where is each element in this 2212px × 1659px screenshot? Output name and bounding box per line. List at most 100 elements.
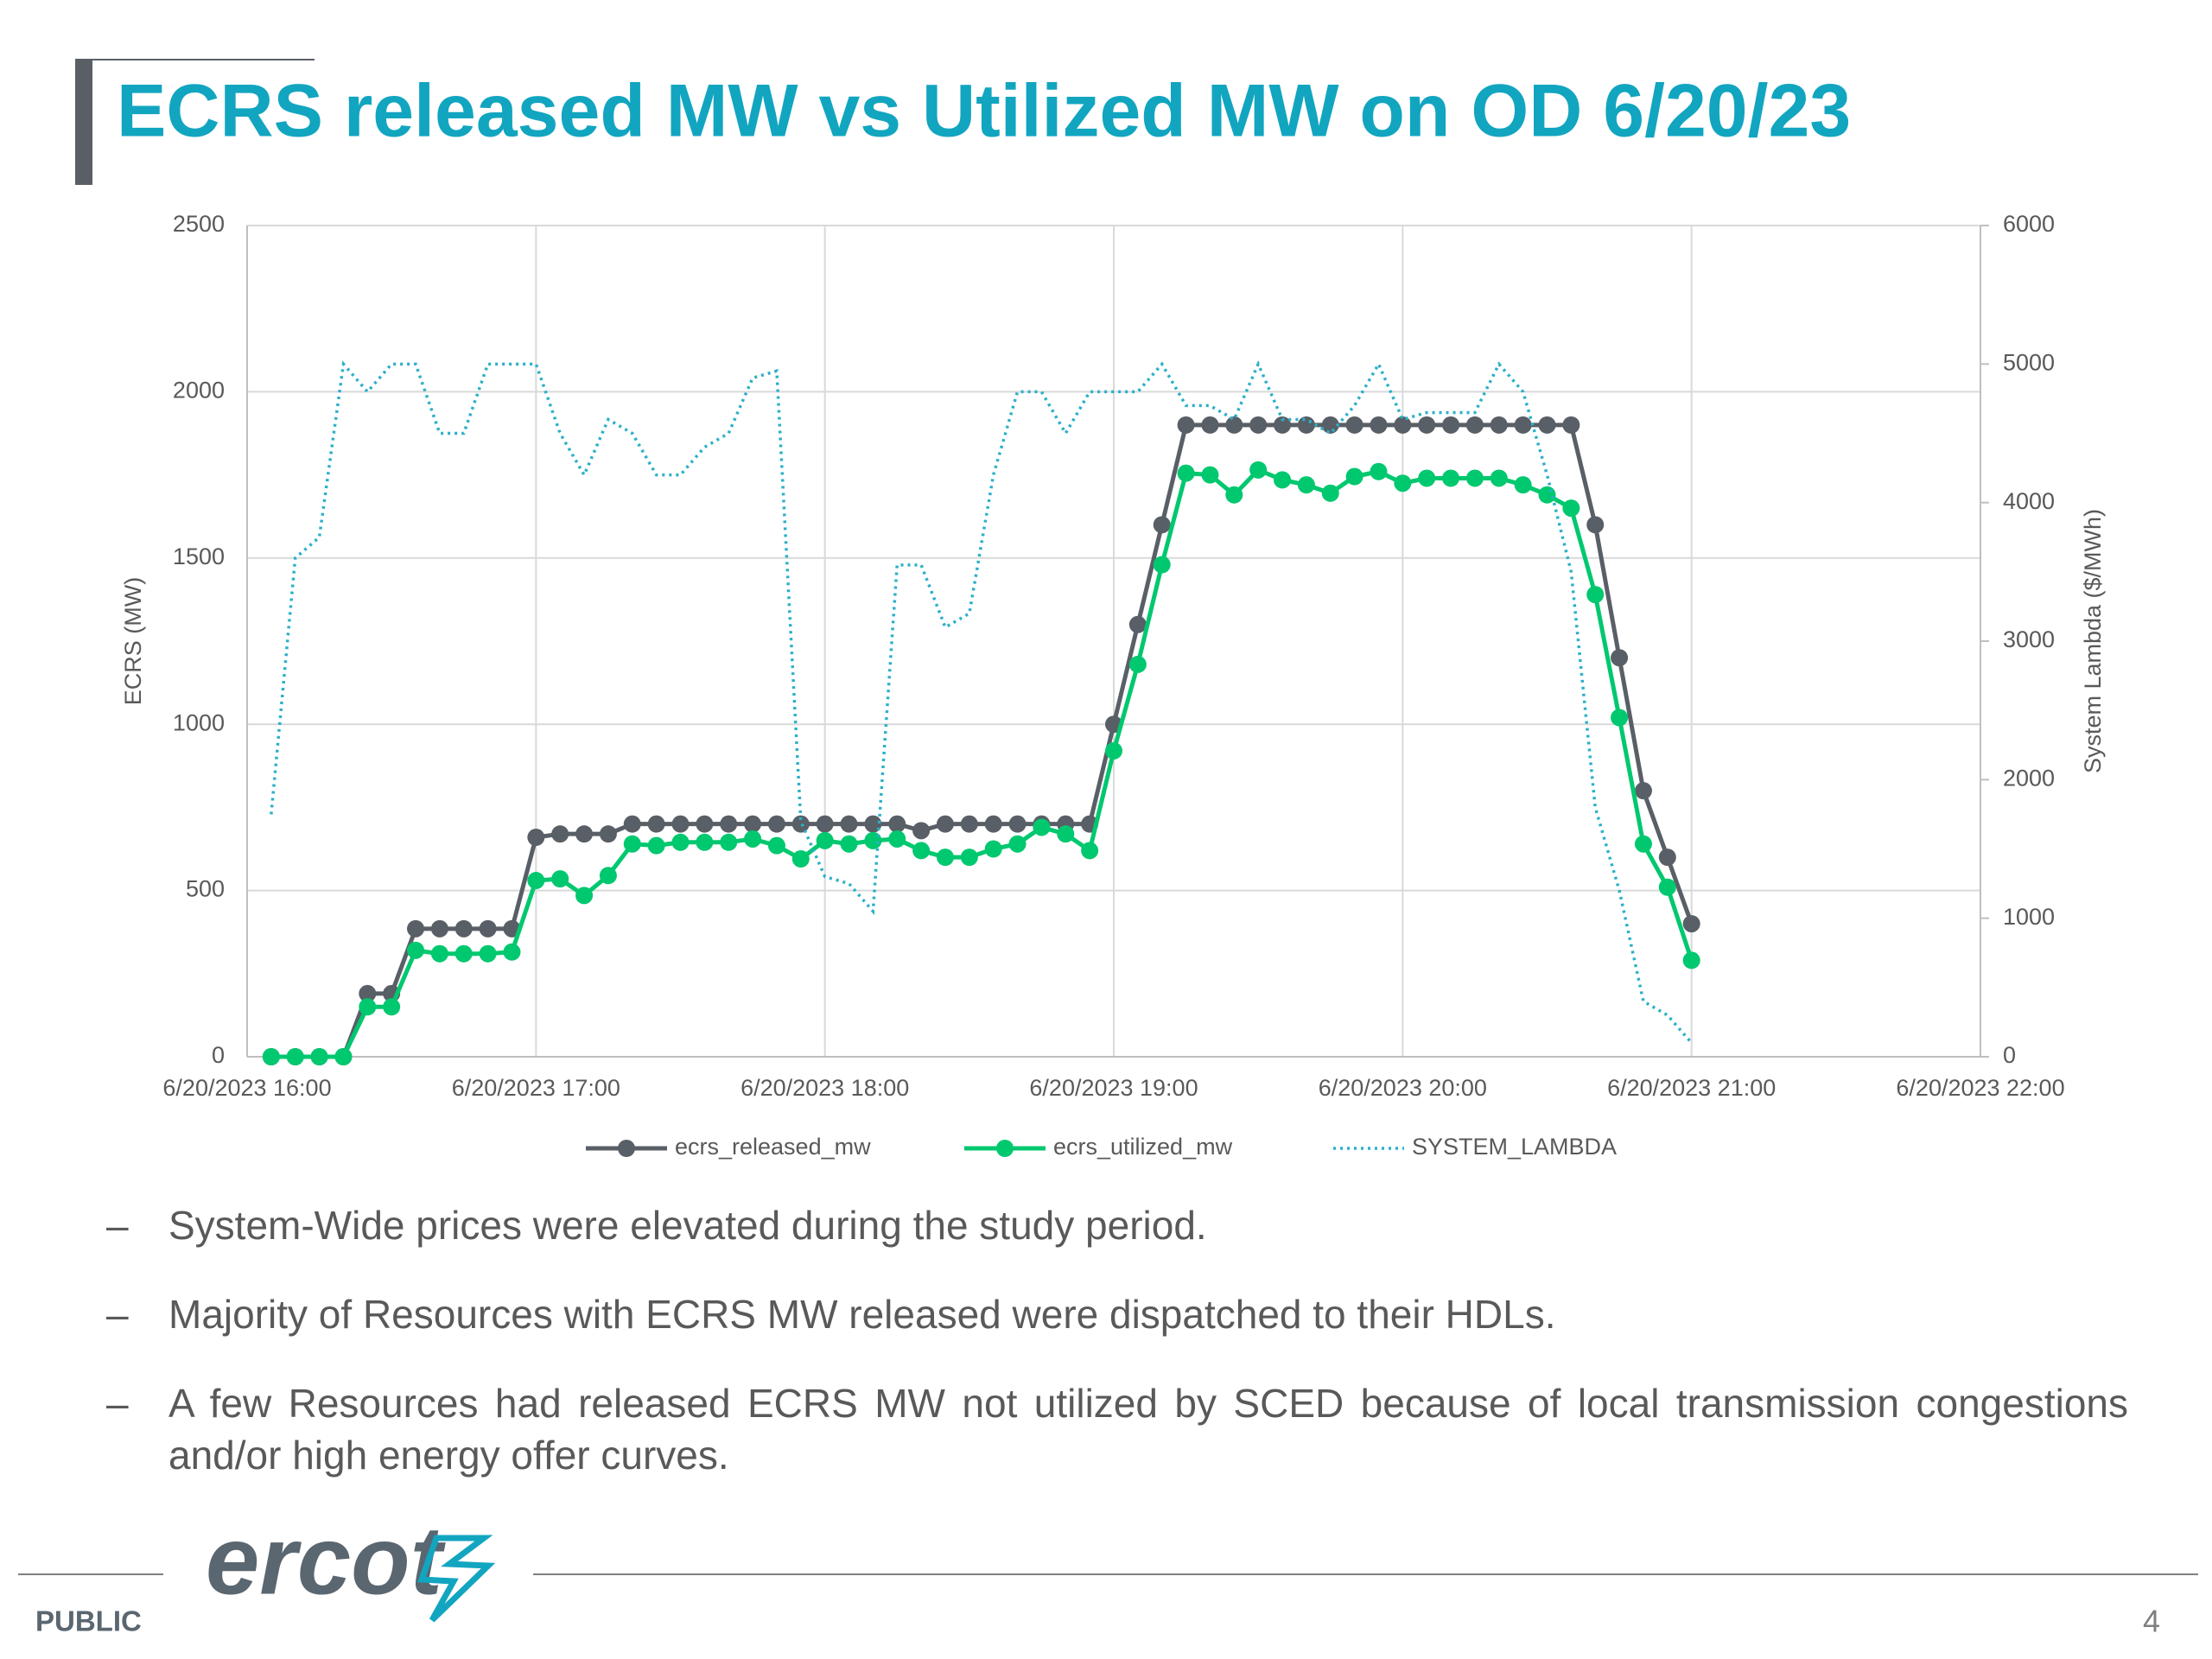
y-tick-label: 2500: [173, 211, 225, 237]
point: [623, 815, 641, 833]
point: [984, 815, 1002, 833]
point: [1658, 849, 1676, 867]
point: [1081, 842, 1099, 860]
point: [407, 941, 425, 959]
x-tick-label: 6/20/2023 20:00: [1319, 1075, 1487, 1101]
point: [816, 815, 834, 833]
point: [1249, 461, 1268, 479]
slide-title: ECRS released MW vs Utilized MW on OD 6/…: [117, 70, 1851, 153]
point: [1128, 655, 1147, 673]
point: [647, 836, 665, 855]
point: [1274, 471, 1292, 489]
point: [984, 840, 1002, 858]
point: [936, 849, 954, 867]
point: [1370, 416, 1388, 434]
point: [1465, 469, 1484, 487]
x-tick-label: 6/20/2023 21:00: [1607, 1075, 1776, 1101]
x-tick-label: 6/20/2023 22:00: [1896, 1075, 2064, 1101]
point: [262, 1048, 280, 1065]
point: [1201, 466, 1219, 484]
y-tick-label: 1000: [173, 709, 225, 735]
point: [744, 830, 762, 848]
point: [696, 815, 714, 833]
point: [430, 944, 448, 963]
point: [1562, 499, 1580, 518]
point: [1177, 464, 1195, 482]
point: [575, 825, 594, 843]
point: [1538, 416, 1556, 434]
point: [888, 815, 906, 833]
point: [599, 867, 617, 885]
point: [1297, 416, 1315, 434]
point: [767, 815, 785, 833]
point: [720, 833, 738, 851]
point: [1153, 516, 1171, 534]
point: [744, 815, 762, 833]
point: [527, 872, 545, 890]
series-line: [270, 423, 1694, 1059]
y2-tick-label: 1000: [2003, 904, 2055, 930]
y-tick-label: 2000: [173, 378, 225, 404]
point: [1249, 416, 1268, 434]
x-tick-label: 6/20/2023 17:00: [452, 1075, 620, 1101]
point: [1682, 915, 1700, 933]
chart: 0 500 1000 1500 2000 2500 0 1000 2000 3000 4000 500…: [120, 211, 2106, 1160]
y2-tick-label: 0: [2003, 1042, 2016, 1068]
point: [1153, 556, 1171, 574]
x-tick-label: 6/20/2023 19:00: [1029, 1075, 1198, 1101]
y-tick-label: 0: [212, 1042, 225, 1068]
point: [1201, 416, 1219, 434]
point: [1394, 474, 1412, 493]
series-line: [270, 359, 1693, 1045]
point: [1345, 467, 1363, 486]
point: [1586, 516, 1605, 534]
point: [791, 815, 810, 833]
point: [1611, 709, 1629, 727]
y-tick-label: 1500: [173, 543, 225, 569]
point: [1490, 469, 1508, 487]
point: [1538, 486, 1556, 504]
point: [310, 1048, 328, 1065]
point: [359, 984, 377, 1002]
x-tick-label: 6/20/2023 16:00: [162, 1075, 331, 1101]
point: [840, 835, 858, 853]
point: [1177, 416, 1195, 434]
point: [1225, 486, 1243, 504]
point: [430, 919, 448, 938]
point: [671, 833, 690, 851]
bullet: – System-Wide prices were elevated during…: [106, 1199, 2128, 1251]
point: [912, 822, 931, 840]
point: [1370, 462, 1388, 480]
y2-tick-label: 4000: [2003, 488, 2055, 514]
point: [551, 870, 569, 888]
point: [696, 833, 714, 851]
dash: –: [106, 1203, 129, 1248]
point: [1418, 416, 1436, 434]
bullet: – Majority of Resources with ECRS MW rele…: [106, 1288, 2128, 1340]
point: [960, 815, 978, 833]
point: [1490, 416, 1508, 434]
point: [479, 919, 497, 938]
logo-icon: [417, 1535, 496, 1623]
point: [791, 850, 810, 868]
point: [551, 825, 569, 843]
y2-tick-label: 6000: [2003, 211, 2055, 237]
point: [1514, 476, 1532, 494]
y2-axis-label: System Lambda ($/MWh): [2080, 509, 2106, 773]
point: [888, 830, 906, 848]
point: [1225, 416, 1243, 434]
point: [454, 944, 473, 963]
point: [407, 919, 425, 938]
point: [1057, 825, 1075, 843]
point: [623, 835, 641, 853]
bullet: – A few Resources had released ECRS MW no…: [106, 1377, 2128, 1481]
dash: –: [106, 1292, 129, 1337]
point: [1682, 951, 1700, 969]
point: [767, 836, 785, 855]
legend-label: ecrs_released_mw: [675, 1134, 871, 1160]
point: [1345, 416, 1363, 434]
point: [1634, 782, 1652, 800]
logo-text: ercot: [206, 1507, 447, 1615]
